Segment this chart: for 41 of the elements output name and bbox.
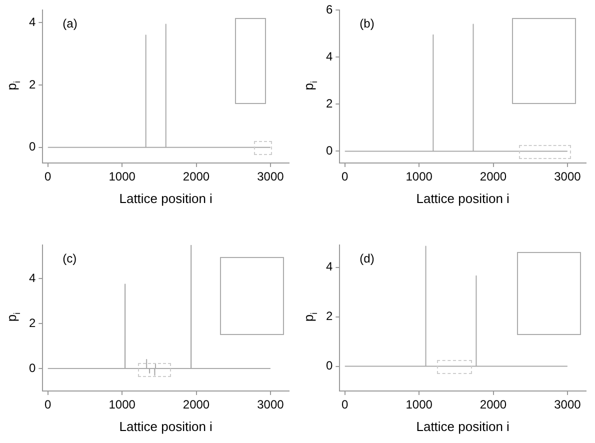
y-axis-title: pi bbox=[301, 312, 319, 322]
y-tick-label: 2 bbox=[326, 309, 333, 324]
y-tick-label: 4 bbox=[28, 271, 36, 286]
x-axis-title: Lattice position i bbox=[119, 418, 213, 434]
x-tick-label: 0 bbox=[44, 170, 52, 184]
y-axis-title: pi bbox=[4, 80, 22, 90]
y-tick-label: 0 bbox=[326, 358, 333, 373]
y-tick-label: 2 bbox=[28, 77, 36, 92]
y-tick-label: 2 bbox=[326, 96, 333, 111]
annotation: (b) bbox=[360, 16, 374, 31]
x-tick-label: 2000 bbox=[182, 398, 210, 412]
x-tick-label: 3000 bbox=[554, 170, 582, 184]
x-tick-label: 0 bbox=[342, 398, 349, 412]
annotation: (c) bbox=[62, 251, 77, 266]
y-tick-label: 4 bbox=[28, 14, 36, 29]
x-axis-title: Lattice position i bbox=[416, 418, 510, 434]
x-tick-label: 2000 bbox=[480, 398, 507, 412]
x-axis-title: Lattice position i bbox=[119, 190, 213, 206]
x-tick-label: 3000 bbox=[257, 398, 284, 412]
x-tick-label: 0 bbox=[44, 398, 52, 412]
annotation: (a) bbox=[62, 16, 78, 31]
y-axis-title: pi bbox=[4, 312, 22, 322]
y-tick-label: 0 bbox=[28, 360, 36, 375]
x-axis-title: Lattice position i bbox=[416, 190, 510, 206]
annotation: (d) bbox=[360, 251, 374, 266]
x-tick-label: 3000 bbox=[257, 170, 284, 184]
y-axis-title: pi bbox=[301, 80, 319, 90]
x-tick-label: 1000 bbox=[108, 170, 136, 184]
x-tick-label: 1000 bbox=[406, 170, 433, 184]
x-tick-label: 1000 bbox=[406, 398, 433, 412]
x-tick-label: 2000 bbox=[182, 170, 210, 184]
y-tick-label: 6 bbox=[326, 2, 333, 17]
x-tick-label: 3000 bbox=[554, 398, 582, 412]
y-tick-label: 0 bbox=[28, 140, 36, 154]
y-tick-label: 0 bbox=[326, 144, 333, 158]
y-tick-label: 2 bbox=[28, 316, 36, 330]
y-tick-label: 4 bbox=[326, 50, 333, 64]
x-tick-label: 0 bbox=[342, 170, 349, 184]
x-tick-label: 2000 bbox=[480, 170, 507, 184]
x-tick-label: 1000 bbox=[108, 398, 136, 412]
y-tick-label: 4 bbox=[326, 260, 333, 274]
